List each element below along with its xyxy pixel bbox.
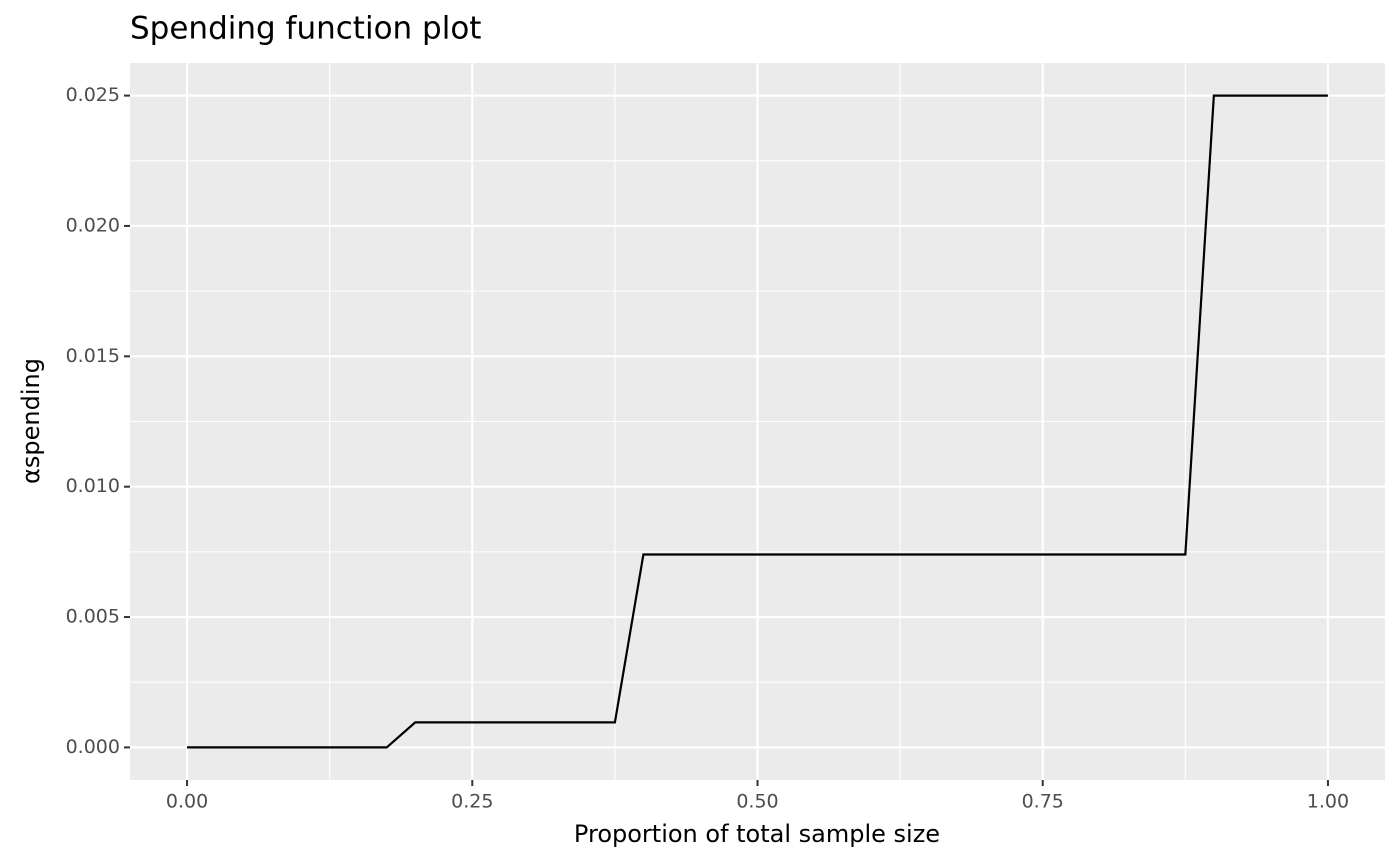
x-tick-label: 0.00 [166, 791, 208, 813]
grid [130, 63, 1385, 780]
x-tick-label: 0.75 [1022, 791, 1064, 813]
x-tick-label: 1.00 [1307, 791, 1349, 813]
y-tick-label: 0.020 [66, 214, 120, 236]
y-axis-title: αspending [17, 358, 45, 484]
line [187, 94, 1328, 749]
y-tick-label: 0.025 [66, 84, 120, 106]
x-tick-label: 0.25 [451, 791, 493, 813]
y-tick-label: 0.010 [66, 475, 120, 497]
y-tick-label: 0.000 [66, 736, 120, 758]
y-tick-label: 0.015 [66, 345, 120, 367]
x-axis-title: Proportion of total sample size [574, 820, 940, 848]
y-tick-label: 0.005 [66, 606, 120, 628]
marks [187, 94, 1328, 749]
x-tick-label: 0.50 [736, 791, 778, 813]
chart-title: Spending function plot [130, 11, 481, 47]
